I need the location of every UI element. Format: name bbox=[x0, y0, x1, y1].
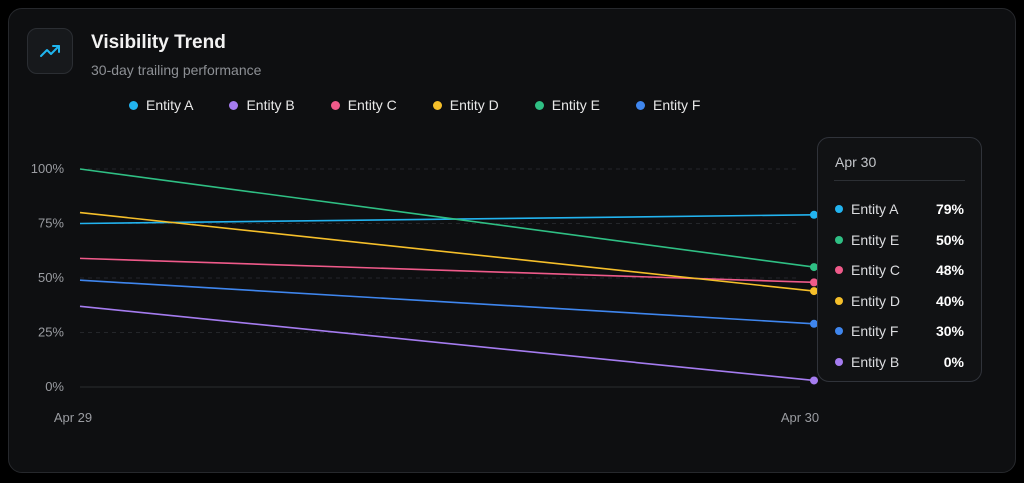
tooltip-series-name: Entity C bbox=[851, 262, 901, 279]
data-point-entity-c[interactable] bbox=[810, 278, 818, 287]
legend-label: Entity D bbox=[449, 97, 499, 113]
legend-dot bbox=[330, 100, 340, 110]
x-tick-label: Apr 30 bbox=[781, 410, 819, 425]
y-tick-label: 25% bbox=[38, 325, 64, 340]
tooltip-row: Entity B 0% bbox=[835, 347, 964, 378]
y-tick-label: 100% bbox=[31, 161, 65, 176]
tooltip-row: Entity D 40% bbox=[835, 286, 964, 317]
series-line-entity-e[interactable] bbox=[79, 168, 815, 268]
tooltip-series-value: 79% bbox=[935, 201, 964, 218]
legend-dot bbox=[432, 100, 442, 110]
chart-tooltip: Apr 30 Entity A 79% Entity E 50% Entity C 48%… bbox=[817, 137, 982, 382]
tooltip-dot bbox=[835, 296, 843, 305]
tooltip-dot bbox=[835, 266, 843, 275]
trend-icon-box bbox=[27, 28, 73, 74]
tooltip-dot bbox=[835, 205, 843, 214]
tooltip-row: Entity C 48% bbox=[835, 255, 964, 286]
legend-label: Entity B bbox=[246, 97, 295, 113]
data-point-entity-b[interactable] bbox=[810, 376, 818, 385]
tooltip-series-value: 30% bbox=[935, 323, 964, 340]
tooltip-series-value: 40% bbox=[935, 292, 964, 309]
tooltip-row: Entity A 79% bbox=[835, 194, 964, 225]
tooltip-dot bbox=[835, 235, 843, 244]
x-tick-label: Apr 29 bbox=[54, 410, 92, 425]
tooltip-dot bbox=[835, 327, 843, 336]
tooltip-rows: Entity A 79% Entity E 50% Entity C 48% Entity … bbox=[835, 194, 964, 377]
data-point-entity-e[interactable] bbox=[810, 263, 818, 272]
legend-dot bbox=[636, 100, 645, 110]
legend-label: Entity A bbox=[146, 97, 194, 113]
series-line-entity-a[interactable] bbox=[79, 213, 815, 225]
tooltip-series-value: 48% bbox=[935, 262, 964, 279]
legend-label: Entity F bbox=[653, 97, 701, 113]
tooltip-series-name: Entity F bbox=[851, 323, 899, 340]
chart-legend: Entity A Entity B Entity C Entity D Entity E… bbox=[129, 95, 736, 115]
legend-item-entity-b[interactable]: Entity B bbox=[229, 97, 295, 113]
chart-subtitle: 30-day trailing performance bbox=[91, 62, 262, 78]
series-line-entity-f[interactable] bbox=[79, 279, 815, 325]
tooltip-divider bbox=[834, 180, 965, 181]
legend-label: Entity E bbox=[551, 97, 600, 113]
y-tick-label: 50% bbox=[38, 270, 64, 285]
tooltip-dot bbox=[835, 357, 843, 366]
tooltip-series-value: 50% bbox=[935, 231, 964, 248]
tooltip-series-value: 0% bbox=[943, 353, 964, 370]
legend-dot bbox=[129, 100, 138, 110]
data-point-entity-a[interactable] bbox=[810, 210, 818, 219]
tooltip-series-name: Entity A bbox=[851, 201, 899, 218]
series-line-entity-d[interactable] bbox=[79, 211, 815, 292]
tooltip-series-name: Entity B bbox=[851, 353, 900, 370]
legend-item-entity-f[interactable]: Entity F bbox=[636, 97, 700, 113]
tooltip-series-name: Entity D bbox=[851, 292, 901, 309]
tooltip-date: Apr 30 bbox=[835, 154, 877, 170]
tooltip-row: Entity E 50% bbox=[835, 225, 964, 256]
y-tick-label: 0% bbox=[45, 379, 64, 394]
legend-item-entity-a[interactable]: Entity A bbox=[129, 97, 193, 113]
legend-item-entity-e[interactable]: Entity E bbox=[534, 97, 600, 113]
trending-up-icon bbox=[40, 45, 60, 57]
data-point-entity-d[interactable] bbox=[810, 287, 818, 296]
chart-title: Visibility Trend bbox=[91, 32, 226, 53]
data-point-entity-f[interactable] bbox=[810, 319, 818, 328]
legend-label: Entity C bbox=[347, 97, 397, 113]
legend-dot bbox=[229, 100, 239, 110]
y-tick-label: 75% bbox=[38, 216, 64, 231]
legend-item-entity-d[interactable]: Entity D bbox=[432, 97, 499, 113]
tooltip-series-name: Entity E bbox=[851, 231, 900, 248]
legend-dot bbox=[534, 100, 544, 110]
series-line-entity-b[interactable] bbox=[79, 305, 815, 382]
tooltip-row: Entity F 30% bbox=[835, 316, 964, 347]
legend-item-entity-c[interactable]: Entity C bbox=[330, 97, 397, 113]
